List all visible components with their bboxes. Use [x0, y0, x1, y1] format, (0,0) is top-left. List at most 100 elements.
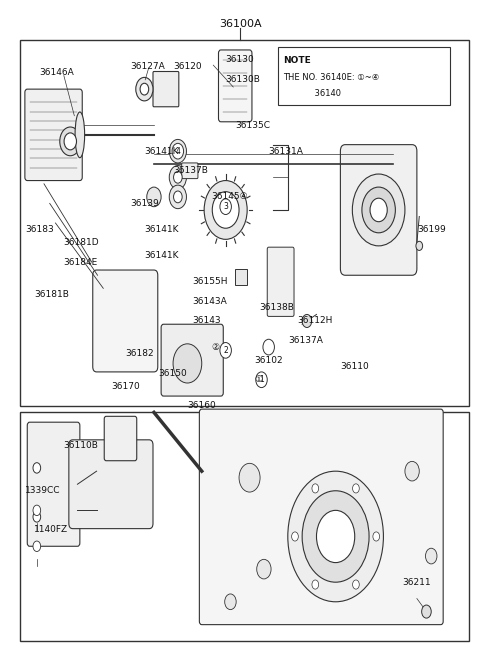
Circle shape — [373, 532, 380, 541]
FancyBboxPatch shape — [69, 440, 153, 529]
Circle shape — [169, 166, 186, 189]
Text: 36155H: 36155H — [192, 277, 228, 286]
Bar — [278, 47, 450, 105]
Ellipse shape — [75, 112, 84, 158]
Text: 3: 3 — [223, 202, 228, 211]
Circle shape — [239, 463, 260, 492]
Text: 36135C: 36135C — [235, 121, 270, 130]
Text: 36211: 36211 — [403, 578, 431, 587]
Circle shape — [302, 314, 312, 328]
Circle shape — [212, 192, 239, 228]
Text: 1339CC: 1339CC — [25, 486, 60, 495]
Circle shape — [33, 462, 41, 473]
Circle shape — [352, 174, 405, 246]
Circle shape — [169, 185, 186, 209]
Text: 36141K: 36141K — [144, 251, 179, 260]
Text: THE NO. 36140E: ①~④: THE NO. 36140E: ①~④ — [283, 73, 379, 82]
Text: 36141K: 36141K — [144, 147, 179, 156]
Text: 36182: 36182 — [125, 349, 154, 358]
Circle shape — [292, 532, 299, 541]
Text: 36146A: 36146A — [39, 68, 74, 77]
Circle shape — [172, 143, 183, 159]
Circle shape — [302, 491, 369, 582]
Text: 36181B: 36181B — [35, 290, 69, 299]
Text: 36137A: 36137A — [288, 336, 323, 345]
Text: 36145④: 36145④ — [211, 193, 248, 201]
Circle shape — [353, 580, 359, 589]
Text: 36170: 36170 — [111, 382, 140, 391]
FancyBboxPatch shape — [181, 163, 198, 179]
Circle shape — [174, 191, 182, 203]
Circle shape — [425, 548, 437, 564]
Text: 1140FZ: 1140FZ — [35, 525, 69, 534]
Circle shape — [33, 541, 41, 552]
Text: ①: ① — [254, 375, 263, 384]
Circle shape — [405, 461, 419, 481]
Circle shape — [33, 505, 41, 515]
Circle shape — [220, 343, 231, 358]
Bar — [20, 413, 469, 641]
Circle shape — [257, 559, 271, 579]
FancyBboxPatch shape — [93, 270, 158, 372]
Circle shape — [60, 127, 81, 156]
Text: NOTE: NOTE — [283, 56, 311, 66]
Text: 36137B: 36137B — [173, 166, 208, 176]
Circle shape — [136, 77, 153, 101]
Text: 36127A: 36127A — [130, 62, 165, 71]
FancyBboxPatch shape — [199, 409, 443, 625]
Bar — [235, 269, 247, 285]
Text: 36139: 36139 — [130, 199, 159, 208]
Circle shape — [416, 241, 422, 250]
Text: 36141K: 36141K — [144, 225, 179, 234]
Circle shape — [353, 484, 359, 493]
Text: 36131A: 36131A — [269, 147, 303, 156]
Circle shape — [220, 199, 231, 215]
FancyBboxPatch shape — [267, 247, 294, 316]
Text: 36112H: 36112H — [298, 316, 333, 326]
Text: 36140: 36140 — [283, 89, 341, 98]
Text: 36160: 36160 — [187, 402, 216, 411]
Text: 36138B: 36138B — [259, 303, 294, 312]
Text: 4: 4 — [175, 147, 180, 156]
Text: 36120: 36120 — [173, 62, 202, 71]
Circle shape — [362, 187, 396, 233]
Circle shape — [33, 512, 41, 522]
Circle shape — [421, 605, 431, 618]
Circle shape — [173, 344, 202, 383]
Text: 36130B: 36130B — [226, 75, 261, 84]
Circle shape — [147, 187, 161, 207]
FancyBboxPatch shape — [104, 417, 137, 460]
Text: 36199: 36199 — [417, 225, 445, 234]
Text: 36100A: 36100A — [219, 19, 261, 29]
Text: 36150: 36150 — [159, 369, 188, 378]
Circle shape — [204, 181, 247, 239]
FancyBboxPatch shape — [340, 145, 417, 275]
FancyBboxPatch shape — [161, 324, 223, 396]
FancyBboxPatch shape — [27, 422, 80, 546]
Text: 36181D: 36181D — [63, 238, 99, 247]
Text: 36143A: 36143A — [192, 297, 227, 306]
Text: 1: 1 — [259, 375, 264, 384]
FancyBboxPatch shape — [25, 89, 82, 181]
Circle shape — [263, 339, 275, 355]
Bar — [20, 40, 469, 406]
Circle shape — [288, 471, 384, 602]
Circle shape — [370, 198, 387, 221]
FancyBboxPatch shape — [153, 71, 179, 107]
Circle shape — [174, 145, 182, 157]
Text: 36110B: 36110B — [63, 441, 98, 449]
Text: ②: ② — [211, 343, 219, 352]
Circle shape — [256, 372, 267, 388]
FancyBboxPatch shape — [218, 50, 252, 122]
Circle shape — [225, 594, 236, 610]
Circle shape — [174, 172, 182, 183]
Circle shape — [140, 83, 149, 95]
Text: 36110: 36110 — [340, 362, 369, 371]
Text: 36130: 36130 — [226, 55, 254, 64]
Text: 36143: 36143 — [192, 316, 221, 326]
Text: 36183: 36183 — [25, 225, 54, 234]
Circle shape — [312, 484, 319, 493]
Text: 2: 2 — [223, 346, 228, 355]
Circle shape — [169, 140, 186, 163]
Circle shape — [64, 133, 76, 150]
